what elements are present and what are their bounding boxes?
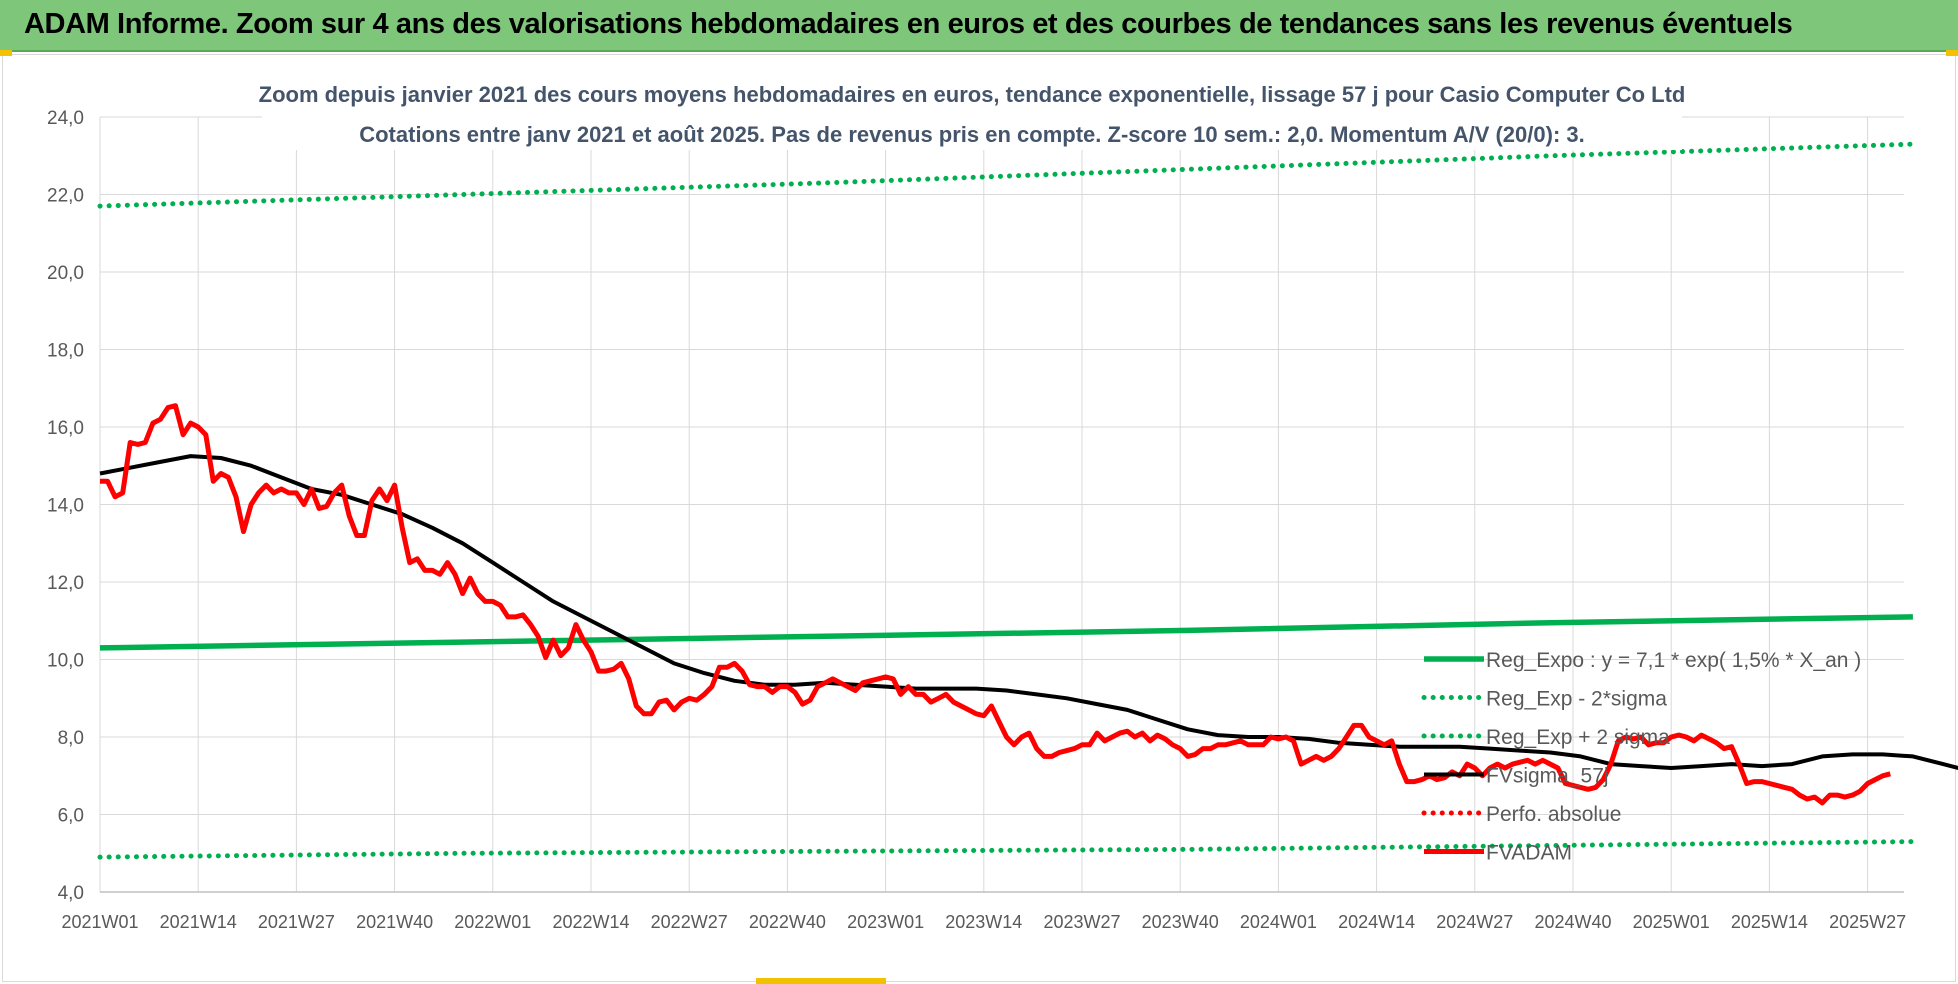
- chart-frame: [2, 54, 1956, 982]
- x-tick-label: 2025W14: [1731, 912, 1808, 932]
- x-tick-label: 2021W27: [258, 912, 335, 932]
- x-tick-label: 2022W01: [454, 912, 531, 932]
- y-tick-label: 16,0: [47, 418, 84, 439]
- series-line-reg-expo-y-7-1-exp-1-5-x-an: [99, 614, 1913, 651]
- x-tick-label: 2021W14: [160, 912, 237, 932]
- y-tick-label: 20,0: [47, 263, 84, 284]
- x-tick-label: 2022W14: [552, 912, 629, 932]
- chart-subtitle: Cotations entre janv 2021 et août 2025. …: [359, 122, 1585, 147]
- y-tick-label: 18,0: [47, 341, 84, 362]
- y-tick-label: 10,0: [47, 651, 84, 672]
- legend-entry: Reg_Expo : y = 7,1 * exp( 1,5% * X_an ): [1486, 649, 1861, 672]
- y-tick-label: 6,0: [58, 806, 84, 827]
- series-line-reg-exp-2-sigma: [97, 141, 1916, 209]
- legend-entry: Perfo. absolue: [1486, 803, 1621, 826]
- x-tick-label: 2023W40: [1142, 912, 1219, 932]
- x-tick-label: 2022W40: [749, 912, 826, 932]
- legend-entry: FVADAM: [1486, 842, 1572, 865]
- x-tick-label: 2022W27: [651, 912, 728, 932]
- x-tick-label: 2023W14: [945, 912, 1022, 932]
- x-tick-label: 2023W01: [847, 912, 924, 932]
- x-tick-label: 2024W01: [1240, 912, 1317, 932]
- corner-mark-bottom: [756, 978, 886, 984]
- grid-lines: [99, 116, 1904, 893]
- legend-entry: FVsigma_57j: [1486, 765, 1609, 788]
- chart-title-block: Zoom depuis janvier 2021 des cours moyen…: [259, 72, 1686, 150]
- y-tick-label: 22,0: [47, 186, 84, 207]
- y-tick-label: 14,0: [47, 496, 84, 517]
- corner-mark-left: [0, 50, 12, 56]
- x-tick-label: 2024W14: [1338, 912, 1415, 932]
- x-tick-label: 2024W27: [1436, 912, 1513, 932]
- series-line-fvadam: [100, 403, 1891, 806]
- legend-entry: Reg_Exp + 2 sigma: [1486, 726, 1670, 749]
- series-lines: [97, 141, 1958, 860]
- legend: Reg_Expo : y = 7,1 * exp( 1,5% * X_an ) R…: [1421, 649, 1861, 865]
- x-tick-label: 2023W27: [1043, 912, 1120, 932]
- series-line-reg-exp-2-sigma: [97, 839, 1916, 860]
- y-tick-label: 12,0: [47, 573, 84, 594]
- x-tick-label: 2025W01: [1633, 912, 1710, 932]
- legend-entry: Reg_Exp - 2*sigma: [1486, 688, 1667, 711]
- report-header: ADAM Informe. Zoom sur 4 ans des valoris…: [0, 0, 1958, 52]
- y-tick-label: 8,0: [58, 728, 84, 749]
- corner-mark-right: [1946, 50, 1958, 56]
- report-title: ADAM Informe. Zoom sur 4 ans des valoris…: [24, 8, 1793, 40]
- x-tick-label: 2021W40: [356, 912, 433, 932]
- axis-labels: 4,0 6,0 8,0 10,0 12,0 14,0 16,0 18,0 20,0 22,0 24,…: [47, 108, 1906, 932]
- x-tick-label: 2021W01: [61, 912, 138, 932]
- y-tick-label: 4,0: [58, 883, 84, 904]
- x-tick-label: 2024W40: [1534, 912, 1611, 932]
- series-line-fvsigma-57j: [99, 454, 1958, 771]
- chart-title: Zoom depuis janvier 2021 des cours moyen…: [259, 82, 1686, 107]
- y-tick-label: 24,0: [47, 108, 84, 129]
- x-tick-label: 2025W27: [1829, 912, 1906, 932]
